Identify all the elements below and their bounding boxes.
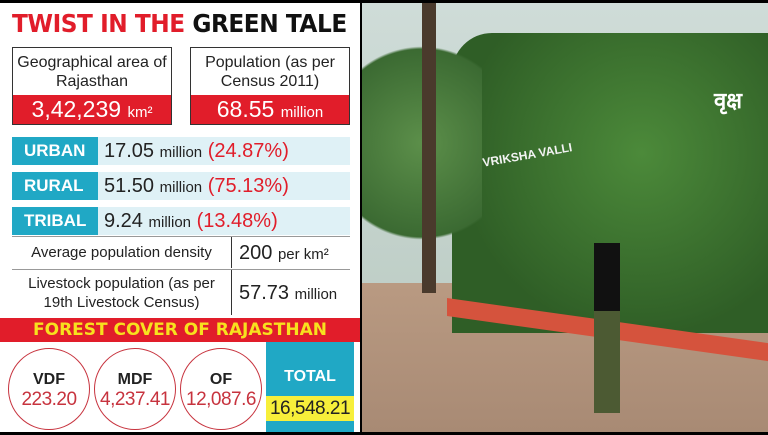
rural-row: RURAL 51.50 million (75.13%) [12, 172, 350, 200]
vertical-garden-photo: VRIKSHA VALLI वृक्ष [362, 3, 768, 432]
area-stat-box: Geographical area of Rajasthan 3,42,239 … [12, 47, 172, 125]
total-box: TOTAL 16,548.21 [266, 342, 354, 432]
sign-hindi: वृक्ष [714, 89, 743, 114]
livestock-row: Livestock population (as per 19th Livest… [12, 269, 350, 315]
population-stat-box: Population (as per Census 2011) 68.55 mi… [190, 47, 350, 125]
infographic-panel: TWIST IN THE GREEN TALE Geographical are… [0, 3, 360, 432]
person-walking [594, 243, 620, 413]
population-value: 68.55 [216, 96, 275, 122]
area-value: 3,42,239 [31, 96, 122, 122]
urban-row: URBAN 17.05 million (24.87%) [12, 137, 350, 165]
density-row: Average population density 200 per km² [12, 236, 350, 268]
of-circle: OF 12,087.6 [180, 348, 262, 430]
tribal-row: TRIBAL 9.24 million (13.48%) [12, 207, 350, 235]
vdf-circle: VDF 223.20 [8, 348, 90, 430]
mdf-circle: MDF 4,237.41 [94, 348, 176, 430]
forest-heading: FOREST COVER OF RAJASTHAN [0, 318, 360, 342]
infographic-title: TWIST IN THE GREEN TALE [12, 9, 347, 38]
